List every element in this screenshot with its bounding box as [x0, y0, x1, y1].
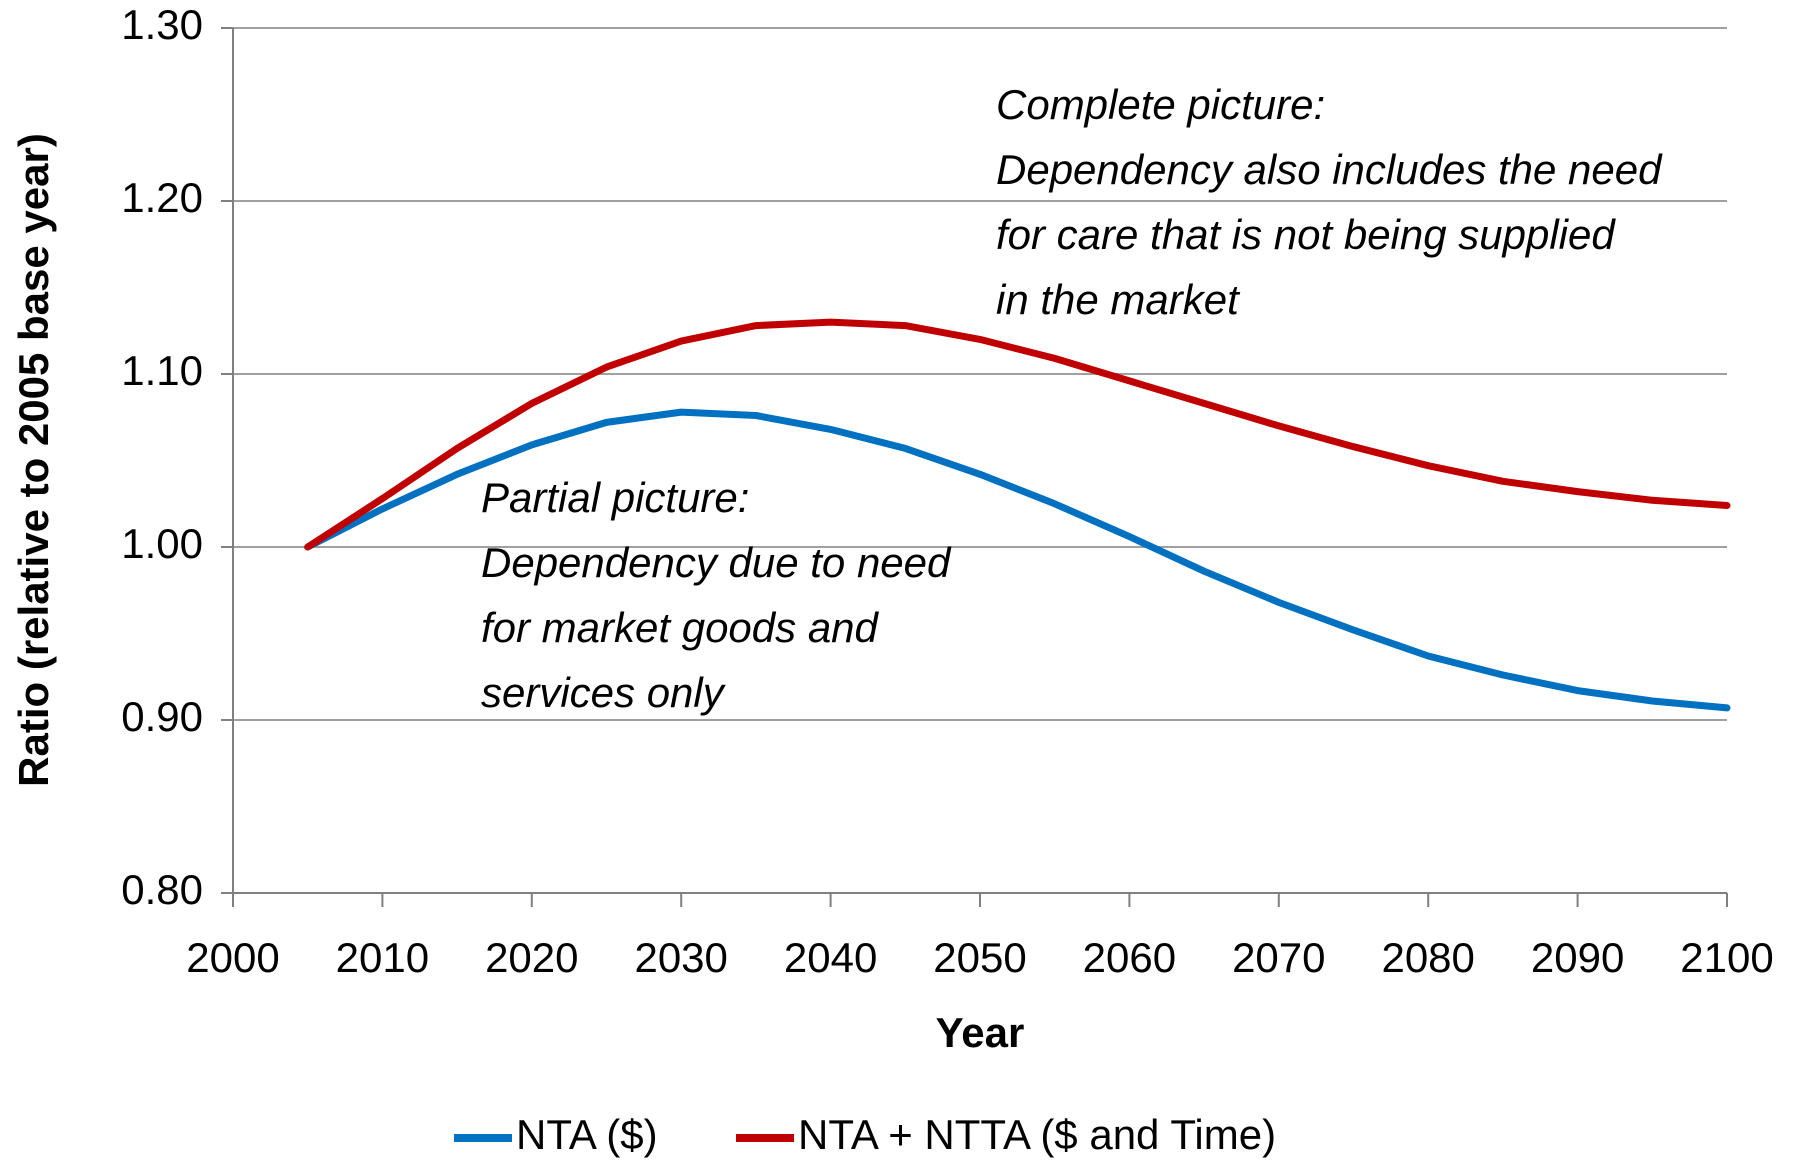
annotation: in the market	[996, 276, 1241, 323]
legend-label: NTA + NTTA ($ and Time)	[798, 1111, 1276, 1158]
y-axis-title: Ratio (relative to 2005 base year)	[10, 133, 57, 787]
x-tick-label: 2090	[1531, 934, 1624, 981]
y-tick-label: 1.20	[121, 174, 203, 221]
x-tick-label: 2030	[634, 934, 727, 981]
annotation: Dependency due to need	[481, 539, 952, 586]
x-tick-label: 2000	[186, 934, 279, 981]
legend-label: NTA ($)	[516, 1111, 658, 1158]
y-tick-label: 0.90	[121, 693, 203, 740]
x-tick-label: 2020	[485, 934, 578, 981]
annotation: for market goods and	[481, 604, 880, 651]
annotation: services only	[481, 669, 727, 716]
annotation: for care that is not being supplied	[996, 211, 1616, 258]
series-line	[304, 318, 1731, 551]
y-tick-label: 1.30	[121, 1, 203, 48]
annotation: Partial picture:	[481, 474, 749, 521]
x-tick-label: 2010	[336, 934, 429, 981]
annotation: Complete picture:	[996, 81, 1325, 128]
y-tick-label: 0.80	[121, 866, 203, 913]
annotation: Dependency also includes the need	[996, 146, 1663, 193]
x-axis-title: Year	[936, 1009, 1025, 1056]
y-tick-label: 1.10	[121, 347, 203, 394]
x-tick-label: 2040	[784, 934, 877, 981]
x-tick-label: 2060	[1083, 934, 1176, 981]
x-tick-label: 2100	[1680, 934, 1773, 981]
series-line	[304, 408, 1731, 712]
y-tick-label: 1.00	[121, 520, 203, 567]
x-tick-label: 2050	[933, 934, 1026, 981]
x-tick-label: 2070	[1232, 934, 1325, 981]
x-tick-label: 2080	[1381, 934, 1474, 981]
